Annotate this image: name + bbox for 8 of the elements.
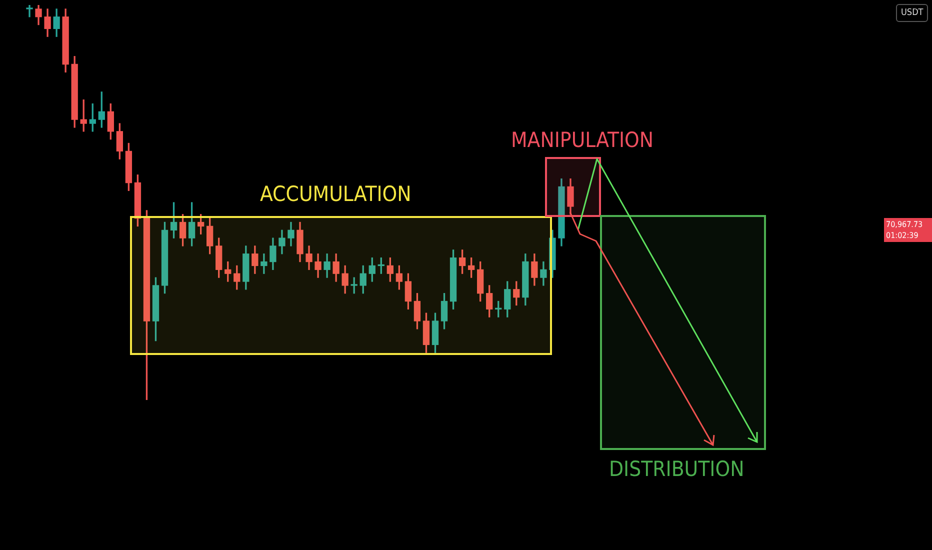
annotation: ACCUMULATION bbox=[260, 182, 412, 206]
text: USDT bbox=[896, 4, 928, 22]
text: 70,967.73 bbox=[884, 218, 932, 230]
candlestick bbox=[26, 5, 33, 18]
text: DISTRIBUTION bbox=[609, 457, 744, 481]
candlestick bbox=[350, 277, 358, 294]
annotation: MANIPULATION bbox=[511, 128, 654, 152]
text: 01:02:39 bbox=[884, 230, 932, 242]
